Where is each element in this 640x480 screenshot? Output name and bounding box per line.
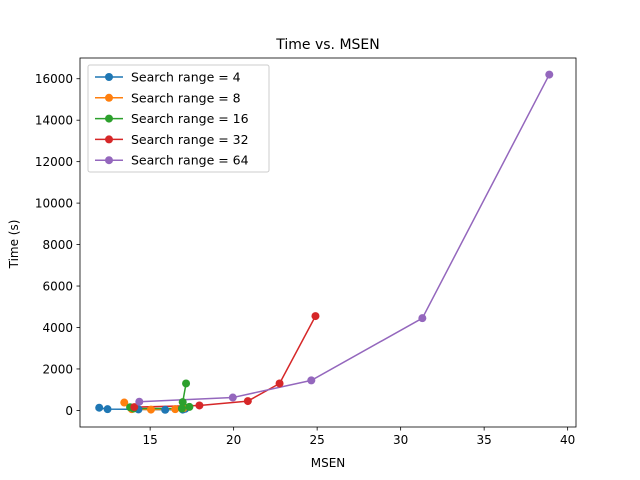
y-tick-label-5: 10000 [35, 197, 73, 211]
series-3-point-0 [311, 312, 320, 321]
legend-label-3: Search range = 32 [131, 132, 249, 147]
legend-marker-1 [105, 93, 113, 102]
y-tick-label-3: 6000 [42, 280, 73, 294]
series-2-point-1 [178, 398, 187, 407]
y-tick-label-4: 8000 [42, 238, 73, 252]
series-0-point-0 [95, 403, 104, 412]
legend-label-4: Search range = 64 [131, 153, 249, 168]
series-0-point-1 [103, 405, 112, 414]
legend-label-1: Search range = 8 [131, 90, 241, 105]
plot-area: 15 20 25 30 35 40 0 2000 4000 6000 8000 10000 12000 1… [35, 57, 577, 447]
y-tick-label-2: 4000 [42, 321, 73, 335]
series-4-point-4 [135, 397, 144, 406]
y-tick-label-8: 16000 [35, 72, 73, 86]
x-tick-label-3: 30 [393, 433, 408, 447]
series-1-point-3 [171, 405, 180, 414]
series-3-point-3 [195, 401, 204, 410]
x-tick-label-0: 15 [143, 433, 158, 447]
legend-box [87, 64, 270, 173]
legend-marker-2 [105, 114, 113, 123]
legend-marker-3 [105, 135, 113, 144]
series-0-point-3 [161, 405, 170, 414]
series-4-point-2 [307, 376, 316, 385]
y-tick-label-0: 0 [65, 404, 73, 418]
legend-marker-4 [105, 156, 113, 165]
series-4-point-3 [228, 393, 237, 402]
chart-title: Time vs. MSEN [275, 37, 379, 53]
x-tick-label-5: 40 [560, 433, 575, 447]
series-3-point-2 [243, 397, 252, 406]
series-4-point-0 [545, 70, 554, 79]
axes-frame [79, 57, 577, 428]
series-1-point-2 [146, 405, 155, 414]
x-tick-label-4: 35 [477, 433, 492, 447]
legend-label-0: Search range = 4 [131, 70, 241, 85]
x-tick-label-1: 20 [226, 433, 241, 447]
series-3-point-1 [275, 379, 284, 388]
series-2-point-2 [185, 402, 194, 411]
y-tick-label-1: 2000 [42, 362, 73, 376]
y-axis-label: Time (s) [7, 220, 21, 270]
x-tick-label-2: 25 [310, 433, 325, 447]
series-4-point-1 [418, 314, 427, 323]
series-2-point-0 [182, 379, 191, 388]
series-1-point-0 [120, 398, 129, 407]
legend-marker-0 [105, 73, 113, 81]
y-tick-label-7: 14000 [35, 114, 73, 128]
x-axis-label: MSEN [311, 456, 346, 470]
series-3-point-4 [130, 403, 139, 412]
legend-label-2: Search range = 16 [131, 111, 249, 126]
series-2-point-3 [177, 404, 186, 413]
y-tick-label-6: 12000 [35, 155, 73, 169]
